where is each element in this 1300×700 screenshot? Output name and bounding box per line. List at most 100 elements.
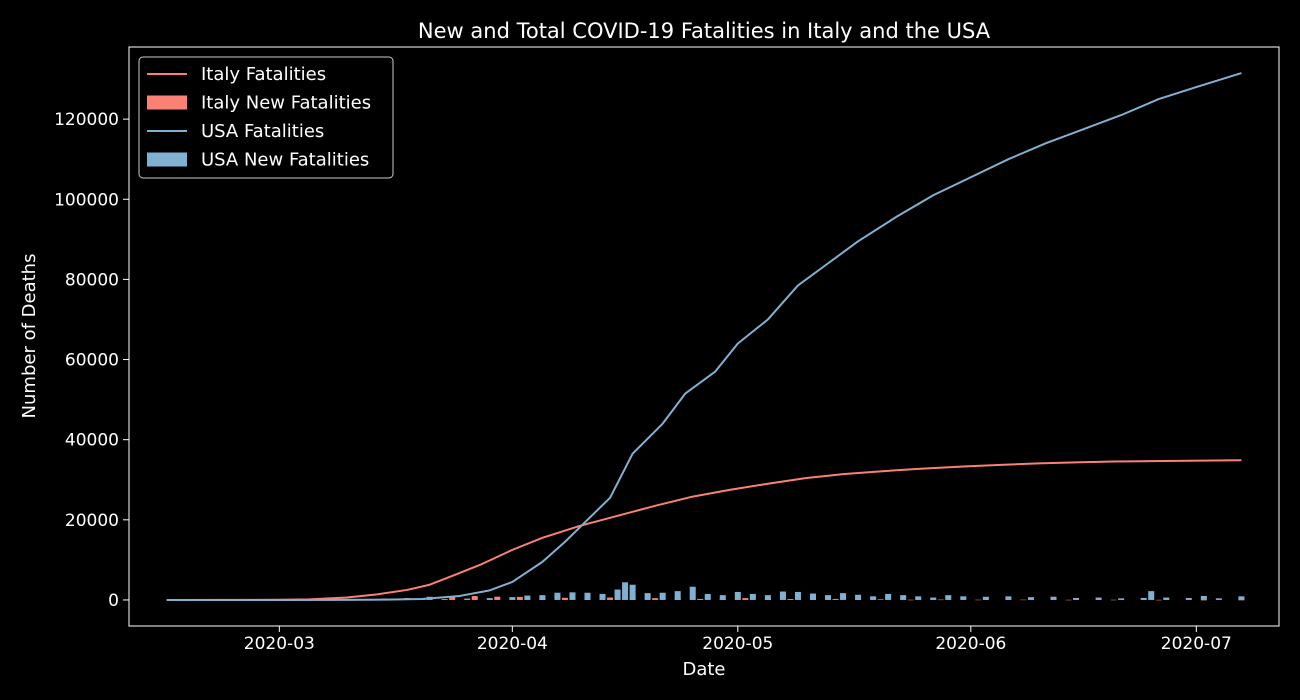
italy-new-fatalities-bar <box>1238 599 1245 601</box>
usa-new-fatalities-bar <box>539 595 546 600</box>
usa-new-fatalities-bar <box>1215 598 1222 600</box>
usa-new-fatalities-bar <box>1185 597 1192 600</box>
usa-new-fatalities-bar <box>840 593 847 600</box>
italy-new-fatalities-bar <box>1110 599 1117 601</box>
y-tick-label: 80000 <box>65 270 119 290</box>
x-axis: 2020-03 2020-04 2020-05 2020-06 2020-07 <box>244 626 1232 654</box>
y-tick-label: 60000 <box>65 351 119 371</box>
legend-label: Italy Fatalities <box>201 64 326 85</box>
italy-new-fatalities-bar <box>1020 599 1027 601</box>
usa-new-fatalities-bar <box>584 592 591 600</box>
italy-new-fatalities-bar <box>697 598 704 600</box>
italy-new-fatalities-bar <box>471 596 478 600</box>
italy-new-fatalities-bar <box>1155 599 1162 601</box>
usa-new-fatalities-bar <box>915 596 922 600</box>
y-tick-label: 100000 <box>54 190 119 210</box>
usa-new-fatalities-bar <box>599 593 606 600</box>
usa-new-fatalities-bar <box>1027 597 1034 600</box>
usa-new-fatalities-bar <box>441 599 448 600</box>
y-tick-label: 40000 <box>65 431 119 451</box>
usa-new-fatalities-bar <box>704 593 711 600</box>
italy-new-fatalities-bar <box>975 599 982 601</box>
usa-new-fatalities-bar <box>689 586 696 600</box>
usa-new-fatalities-bar <box>1005 596 1012 600</box>
y-axis: 0 20000 40000 60000 80000 100000 120000 <box>54 110 129 611</box>
usa-new-fatalities-bar <box>659 592 666 600</box>
chart-title: New and Total COVID-19 Fatalities in Ita… <box>418 19 991 43</box>
italy-new-fatalities-bar <box>607 597 614 600</box>
italy-new-fatalities-bar <box>1200 599 1207 601</box>
usa-new-fatalities-bar <box>486 598 493 600</box>
usa-new-fatalities-bar <box>569 592 576 600</box>
usa-new-fatalities-bar <box>945 595 952 600</box>
italy-new-fatalities-bar <box>877 599 884 600</box>
italy-new-fatalities-bar <box>1065 599 1072 601</box>
usa-new-fatalities-bar <box>464 598 471 600</box>
usa-new-fatalities-bar <box>825 595 832 600</box>
italy-new-fatalities-bar <box>742 598 749 600</box>
italy-fatalities-line <box>166 459 1242 601</box>
italy-new-fatalities-bar <box>494 596 501 600</box>
usa-new-fatalities-bar <box>524 595 531 600</box>
italy-new-fatalities-bar <box>937 599 944 601</box>
y-axis-label: Number of Deaths <box>19 254 40 419</box>
italy-new-fatalities-bar <box>832 598 839 600</box>
legend-box <box>138 56 394 179</box>
italy-new-fatalities-bar <box>561 597 568 600</box>
x-tick-label: 2020-03 <box>244 634 315 654</box>
x-tick-label: 2020-04 <box>477 634 548 654</box>
usa-new-fatalities-bar <box>1118 598 1125 600</box>
legend-label: Italy New Fatalities <box>201 93 371 114</box>
usa-new-fatalities-bar <box>1050 596 1057 600</box>
usa-new-fatalities-bar <box>719 595 726 600</box>
usa-new-fatalities-bar <box>629 584 636 600</box>
line-layer <box>166 72 1242 601</box>
x-tick-label: 2020-07 <box>1161 634 1232 654</box>
italy-new-fatalities-bar <box>516 596 523 600</box>
y-tick-label: 0 <box>108 591 119 611</box>
legend-swatch-bar <box>147 95 187 110</box>
usa-new-fatalities-bar <box>900 595 907 600</box>
x-axis-label: Date <box>682 659 725 680</box>
usa-new-fatalities-bar <box>870 596 877 600</box>
usa-new-fatalities-bar <box>1140 597 1147 600</box>
plot-frame <box>128 46 1280 627</box>
y-tick-label: 120000 <box>54 110 119 130</box>
usa-new-fatalities-bar <box>794 591 801 600</box>
usa-new-fatalities-bar <box>622 582 629 600</box>
usa-new-fatalities-bar <box>734 591 741 600</box>
usa-new-fatalities-bar <box>885 593 892 600</box>
legend-label: USA New Fatalities <box>201 150 369 171</box>
usa-new-fatalities-bar <box>554 592 561 600</box>
usa-new-fatalities-bar <box>960 596 967 600</box>
usa-new-fatalities-bar <box>1148 591 1155 600</box>
usa-new-fatalities-bar <box>1238 596 1245 600</box>
legend-swatch-bar <box>147 152 187 167</box>
usa-new-fatalities-bar <box>930 597 937 600</box>
usa-new-fatalities-bar <box>749 593 756 600</box>
y-tick-label: 20000 <box>65 511 119 531</box>
usa-new-fatalities-bar <box>855 594 862 600</box>
usa-new-fatalities-bar <box>1163 597 1170 600</box>
usa-fatalities-line <box>166 72 1242 601</box>
usa-new-fatalities-bar <box>779 591 786 600</box>
usa-new-fatalities-bar <box>1073 597 1080 600</box>
legend: Italy Fatalities Italy New Fatalities USA … <box>138 56 394 179</box>
usa-new-fatalities-bar <box>674 591 681 600</box>
legend-label: USA Fatalities <box>201 121 324 142</box>
italy-new-fatalities-bar <box>907 599 914 601</box>
italy-new-fatalities-bar <box>652 598 659 600</box>
usa-new-fatalities-bar <box>1095 597 1102 600</box>
italy-new-fatalities-bar <box>449 596 456 600</box>
usa-new-fatalities-bar <box>509 597 516 600</box>
usa-new-fatalities-bar <box>982 596 989 600</box>
usa-new-fatalities-bar <box>614 589 621 600</box>
usa-new-fatalities-bar <box>644 593 651 600</box>
usa-new-fatalities-bar <box>764 595 771 600</box>
x-tick-label: 2020-05 <box>702 634 773 654</box>
usa-new-fatalities-bar <box>1200 595 1207 600</box>
italy-new-fatalities-bar <box>787 598 794 600</box>
usa-new-fatalities-bar <box>809 593 816 600</box>
x-tick-label: 2020-06 <box>935 634 1006 654</box>
